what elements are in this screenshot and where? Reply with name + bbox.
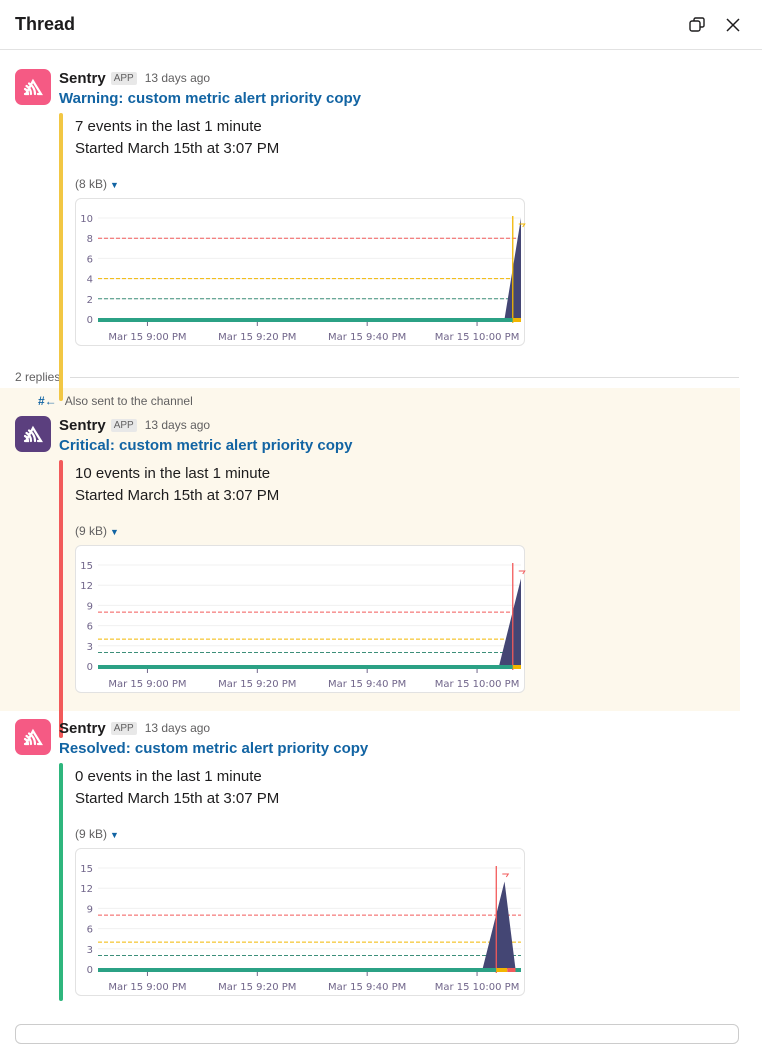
y-tick-label: 10 <box>80 214 93 225</box>
alert-title-link[interactable]: Critical: custom metric alert priority c… <box>59 437 353 454</box>
chart-svg: 0 3 6 9 12 15 Mar 15 9:00 PM Mar 15 9:20 PM Mar … <box>80 864 521 993</box>
started-text: Started March 15th at 3:07 PM <box>75 487 280 504</box>
app-badge: APP <box>110 418 137 432</box>
x-tick-label: Mar 15 10:00 PM <box>435 679 520 690</box>
status-segment <box>496 968 508 972</box>
metric-chart-image[interactable]: 0 2 4 6 8 10 Mar 15 9:00 PM Mar 15 9:20 PM Mar 1… <box>75 198 526 346</box>
started-text: Started March 15th at 3:07 PM <box>75 790 280 807</box>
x-tick-label: Mar 15 9:00 PM <box>108 982 186 993</box>
also-sent-note: #← Also sent to the channel <box>38 394 193 408</box>
sentry-avatar[interactable] <box>15 416 51 452</box>
y-tick-label: 0 <box>87 662 93 673</box>
x-tick-label: Mar 15 9:20 PM <box>218 332 296 343</box>
status-segment <box>512 665 521 669</box>
caret-down-icon: ▼ <box>110 527 119 537</box>
caret-down-icon: ▼ <box>110 180 119 190</box>
y-tick-label: 15 <box>80 864 93 875</box>
y-tick-label: 4 <box>87 275 93 286</box>
chart-svg: 0 2 4 6 8 10 Mar 15 9:00 PM Mar 15 9:20 PM Mar 1… <box>80 214 526 343</box>
status-segment <box>512 318 521 322</box>
status-segment <box>98 665 513 669</box>
sender-name[interactable]: Sentry <box>59 719 106 737</box>
x-tick-label: Mar 15 9:40 PM <box>328 332 406 343</box>
event-count-text: 0 events in the last 1 minute <box>75 768 262 785</box>
x-tick-label: Mar 15 9:20 PM <box>218 679 296 690</box>
message: Sentry APP 13 days ago Critical: custom me… <box>0 416 740 738</box>
status-segment <box>507 968 516 972</box>
alert-flag-icon <box>518 223 526 228</box>
x-tick-label: Mar 15 9:40 PM <box>328 679 406 690</box>
image-size-toggle[interactable]: (9 kB) ▼ <box>75 524 119 538</box>
attachment-accent-bar <box>59 460 63 738</box>
sender-name[interactable]: Sentry <box>59 416 106 434</box>
close-icon <box>726 17 740 32</box>
replies-divider: 2 replies <box>15 370 739 384</box>
new-window-icon <box>689 16 705 32</box>
replies-count: 2 replies <box>15 370 61 384</box>
x-tick-label: Mar 15 10:00 PM <box>435 332 520 343</box>
event-count-text: 10 events in the last 1 minute <box>75 465 271 482</box>
y-tick-label: 6 <box>87 622 93 633</box>
image-size-toggle[interactable]: (9 kB) ▼ <box>75 827 119 841</box>
status-segment <box>98 968 497 972</box>
sentry-logo-icon <box>23 425 43 443</box>
y-tick-label: 12 <box>80 884 93 895</box>
sentry-logo-icon <box>23 728 43 746</box>
message: Sentry APP 13 days ago Resolved: custom me… <box>0 719 740 1009</box>
alert-flag-icon <box>502 873 510 878</box>
app-badge: APP <box>110 721 137 735</box>
sender-name[interactable]: Sentry <box>59 69 106 87</box>
y-tick-label: 6 <box>87 925 93 936</box>
chart-svg: 0 3 6 9 12 15 Mar 15 9:00 PM Mar 15 9:20 PM Mar … <box>80 561 526 690</box>
y-tick-label: 0 <box>87 965 93 976</box>
timestamp[interactable]: 13 days ago <box>144 721 211 735</box>
x-tick-label: Mar 15 9:20 PM <box>218 982 296 993</box>
y-tick-label: 9 <box>87 601 93 612</box>
alert-title-link[interactable]: Resolved: custom metric alert priority c… <box>59 740 369 757</box>
y-tick-label: 3 <box>87 642 93 653</box>
y-tick-label: 0 <box>87 315 93 326</box>
x-tick-label: Mar 15 9:00 PM <box>108 679 186 690</box>
y-tick-label: 9 <box>87 904 93 915</box>
attachment-accent-bar <box>59 113 63 401</box>
reply-composer[interactable] <box>15 1024 739 1044</box>
x-tick-label: Mar 15 9:00 PM <box>108 332 186 343</box>
status-segment <box>515 968 521 972</box>
timestamp[interactable]: 13 days ago <box>144 418 211 432</box>
started-text: Started March 15th at 3:07 PM <box>75 140 280 157</box>
metric-chart-image[interactable]: 0 3 6 9 12 15 Mar 15 9:00 PM Mar 15 9:20 PM Mar … <box>75 848 525 996</box>
sentry-logo-icon <box>23 78 43 96</box>
y-tick-label: 8 <box>87 234 93 245</box>
app-badge: APP <box>110 71 137 85</box>
metric-chart-image[interactable]: 0 3 6 9 12 15 Mar 15 9:00 PM Mar 15 9:20 PM Mar … <box>75 545 526 693</box>
event-count-text: 7 events in the last 1 minute <box>75 118 262 135</box>
y-tick-label: 2 <box>87 295 93 306</box>
message: Sentry APP 13 days ago Warning: custom met… <box>0 69 740 401</box>
y-tick-label: 15 <box>80 561 93 572</box>
sentry-avatar[interactable] <box>15 69 51 105</box>
attachment-accent-bar <box>59 763 63 1001</box>
y-tick-label: 12 <box>80 581 93 592</box>
image-size-toggle[interactable]: (8 kB) ▼ <box>75 177 119 191</box>
series-area <box>98 218 521 319</box>
alert-title-link[interactable]: Warning: custom metric alert priority co… <box>59 90 361 107</box>
alert-flag-icon <box>518 570 526 575</box>
sentry-avatar[interactable] <box>15 719 51 755</box>
close-button[interactable] <box>719 11 747 39</box>
status-segment <box>98 318 513 322</box>
thread-header: Thread <box>0 0 762 50</box>
x-tick-label: Mar 15 9:40 PM <box>328 982 406 993</box>
y-tick-label: 6 <box>87 254 93 265</box>
page-title: Thread <box>15 14 76 34</box>
y-tick-label: 3 <box>87 945 93 956</box>
timestamp[interactable]: 13 days ago <box>144 71 211 85</box>
caret-down-icon: ▼ <box>110 830 119 840</box>
open-in-window-button[interactable] <box>683 11 711 39</box>
x-tick-label: Mar 15 10:00 PM <box>435 982 520 993</box>
channel-arrow-icon: #← <box>38 394 57 408</box>
